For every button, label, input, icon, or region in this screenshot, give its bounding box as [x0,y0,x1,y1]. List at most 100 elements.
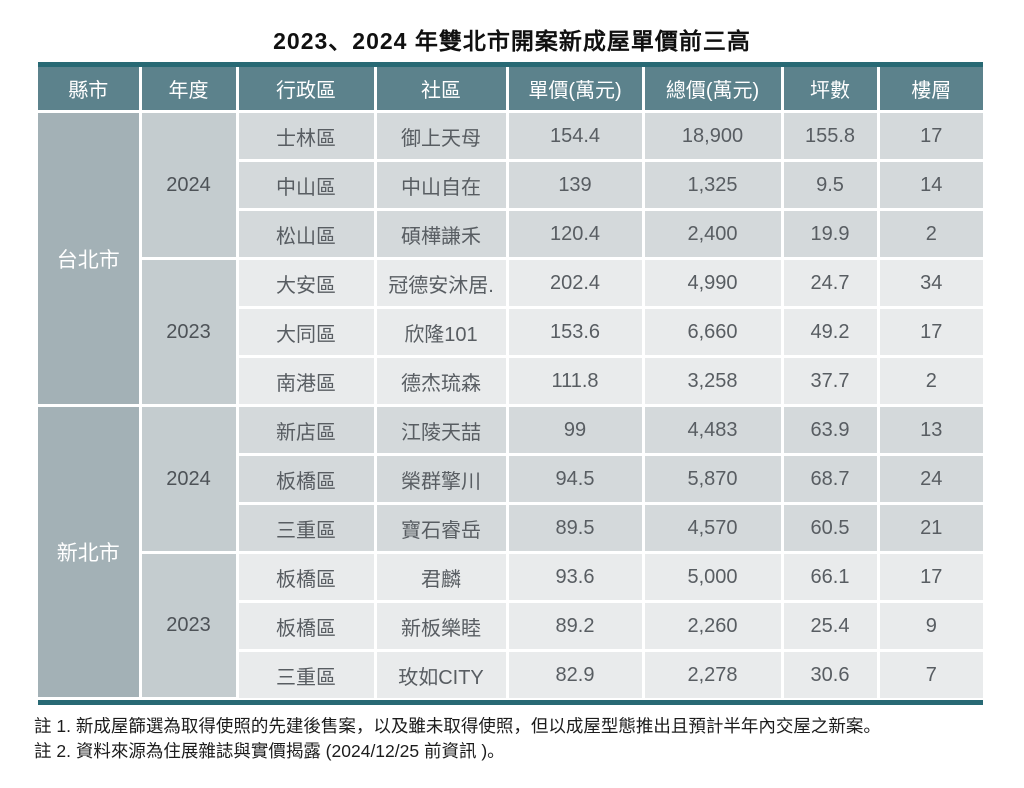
district-cell: 板橋區 [235,551,377,603]
district-cell: 大同區 [237,306,377,358]
community-cell: 御上天母 [373,110,509,162]
unit-price-cell: 154.4 [505,110,645,162]
community-cell: 寶石睿岳 [373,502,509,554]
total-price-cell: 4,990 [641,257,784,309]
table-row: 中山區 中山自在 139 1,325 9.5 14 [38,159,983,211]
community-cell: 中山自在 [373,159,509,211]
district-cell: 板橋區 [237,600,377,652]
total-price-cell: 2,278 [641,649,784,698]
price-table-wrapper: 縣市 年度 行政區 社區 單價(萬元) 總價(萬元) 坪數 樓層 台北市 202… [38,62,983,705]
total-price-cell: 5,000 [641,551,784,603]
header-district: 行政區 [235,67,377,113]
table-row: 三重區 寶石睿岳 89.5 4,570 60.5 21 [38,502,983,554]
year-cell: 2024 [138,110,239,260]
total-price-cell: 2,260 [641,600,784,652]
table-row: 新北市 2024 新店區 江陵天喆 99 4,483 63.9 13 [38,404,983,700]
floor-cell: 17 [876,306,983,358]
district-cell: 板橋區 [237,453,377,505]
year-cell: 2024 [138,404,239,554]
floor-cell: 7 [876,649,983,698]
table-row: 大同區 欣隆101 153.6 6,660 49.2 17 [38,306,983,358]
header-row: 縣市 年度 行政區 社區 單價(萬元) 總價(萬元) 坪數 樓層 [38,67,983,113]
table-row: 2023 板橋區 君麟 93.6 5,000 66.1 17 [38,551,983,700]
total-price-cell: 2,400 [641,208,784,260]
total-price-cell: 4,570 [641,502,784,554]
area-cell: 60.5 [780,502,880,554]
unit-price-cell: 89.2 [505,600,645,652]
unit-price-cell: 153.6 [505,306,645,358]
table-row: 台北市 2024 士林區 御上天母 154.4 18,900 155.8 17 [38,110,983,407]
district-cell: 大安區 [235,257,377,309]
footnotes: 註 1. 新成屋篩選為取得使照的先建後售案，以及雖未取得使照，但以成屋型態推出且… [34,714,1024,765]
unit-price-cell: 99 [505,404,645,456]
community-cell: 德杰琉森 [373,355,509,407]
floor-cell: 13 [876,404,983,456]
unit-price-cell: 120.4 [505,208,645,260]
header-area: 坪數 [780,67,880,113]
year-cell: 2023 [140,551,239,700]
district-cell: 三重區 [237,649,377,698]
floor-cell: 9 [876,600,983,652]
district-cell: 南港區 [237,355,377,407]
floor-cell: 14 [876,159,983,211]
community-cell: 江陵天喆 [373,404,509,456]
total-price-cell: 6,660 [641,306,784,358]
header-community: 社區 [373,67,509,113]
community-cell: 冠德安沐居. [373,257,509,309]
table-row: 2023 大安區 冠德安沐居. 202.4 4,990 24.7 34 [38,257,983,407]
total-price-cell: 5,870 [641,453,784,505]
header-total-price: 總價(萬元) [641,67,784,113]
unit-price-cell: 82.9 [505,649,645,698]
floor-cell: 2 [876,355,983,407]
city-cell: 新北市 [38,404,142,700]
community-cell: 欣隆101 [373,306,509,358]
area-cell: 19.9 [780,208,880,260]
unit-price-cell: 93.6 [505,551,645,603]
note-2: 註 2. 資料來源為住展雜誌與實價揭露 (2024/12/25 前資訊 )。 [34,740,505,761]
note-1: 註 1. 新成屋篩選為取得使照的先建後售案，以及雖未取得使照，但以成屋型態推出且… [34,715,881,736]
total-price-cell: 18,900 [641,110,784,162]
total-price-cell: 1,325 [641,159,784,211]
community-cell: 碩樺謙禾 [373,208,509,260]
page-title: 2023、2024 年雙北市開案新成屋單價前三高 [273,28,751,54]
area-cell: 68.7 [780,453,880,505]
area-cell: 66.1 [780,551,880,603]
unit-price-cell: 139 [505,159,645,211]
area-cell: 37.7 [780,355,880,407]
unit-price-cell: 202.4 [505,257,645,309]
total-price-cell: 3,258 [641,355,784,407]
district-cell: 新店區 [235,404,377,456]
price-table: 縣市 年度 行政區 社區 單價(萬元) 總價(萬元) 坪數 樓層 台北市 202… [38,67,983,700]
header-year: 年度 [138,67,239,113]
unit-price-cell: 89.5 [505,502,645,554]
table-row: 松山區 碩樺謙禾 120.4 2,400 19.9 2 [38,208,983,260]
community-cell: 玫如CITY [373,649,509,698]
table-row: 南港區 德杰琉森 111.8 3,258 37.7 2 [38,355,983,407]
area-cell: 49.2 [780,306,880,358]
district-cell: 士林區 [235,110,377,162]
table-row: 三重區 玫如CITY 82.9 2,278 30.6 7 [38,649,983,698]
header-unit-price: 單價(萬元) [505,67,645,113]
community-cell: 新板樂睦 [373,600,509,652]
floor-cell: 34 [876,257,983,309]
community-cell: 榮群擎川 [373,453,509,505]
unit-price-cell: 111.8 [505,355,645,407]
table-row: 板橋區 新板樂睦 89.2 2,260 25.4 9 [38,600,983,652]
district-cell: 三重區 [237,502,377,554]
area-cell: 25.4 [780,600,880,652]
floor-cell: 21 [876,502,983,554]
header-floor: 樓層 [876,67,983,113]
area-cell: 9.5 [780,159,880,211]
floor-cell: 2 [876,208,983,260]
year-cell: 2023 [140,257,239,407]
district-cell: 松山區 [237,208,377,260]
area-cell: 30.6 [780,649,880,698]
area-cell: 155.8 [780,110,880,162]
table-row: 板橋區 榮群擎川 94.5 5,870 68.7 24 [38,453,983,505]
floor-cell: 17 [876,110,983,162]
total-price-cell: 4,483 [641,404,784,456]
community-cell: 君麟 [373,551,509,603]
floor-cell: 24 [876,453,983,505]
area-cell: 63.9 [780,404,880,456]
